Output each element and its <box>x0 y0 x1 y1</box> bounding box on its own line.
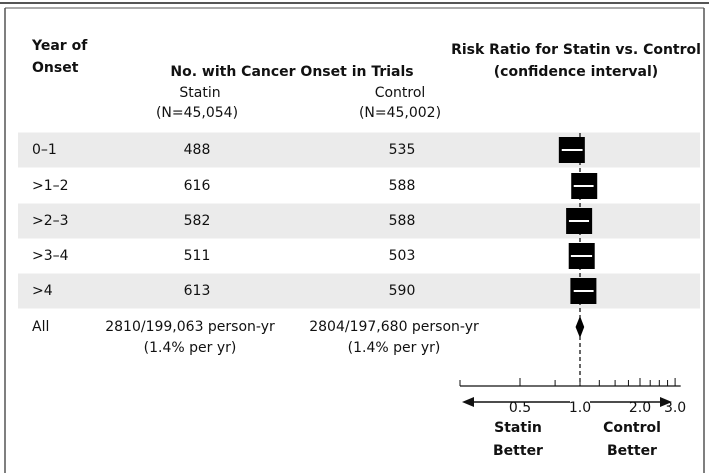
rate: (1.4% per yr) <box>144 340 237 356</box>
header-statin-n: (N=45,054) <box>156 105 238 121</box>
statin-count: 582 <box>184 213 211 229</box>
header-ratio: (confidence interval) <box>494 64 658 80</box>
header-statin: Statin <box>179 85 220 101</box>
x-tick-label: 0.5 <box>509 400 531 416</box>
row-label: >1–2 <box>32 178 69 194</box>
favors-left: Statin <box>494 420 542 436</box>
arrow-right <box>590 397 672 407</box>
control-count: 590 <box>389 283 416 299</box>
favors-right: Control <box>603 420 661 436</box>
header-counts: No. with Cancer Onset in Trials <box>170 64 413 80</box>
header-year: Year of <box>31 38 88 54</box>
favors-left: Better <box>493 443 543 459</box>
row-band <box>18 203 700 239</box>
header-year: Onset <box>32 60 79 76</box>
statin-count: 2810/199,063 person-yr <box>105 319 275 335</box>
control-count: 2804/197,680 person-yr <box>309 319 479 335</box>
statin-count: 511 <box>184 248 211 264</box>
row-label: >2–3 <box>32 213 69 229</box>
row-band <box>18 132 700 168</box>
row-label: All <box>32 319 49 335</box>
summary-diamond <box>575 316 585 338</box>
statin-count: 488 <box>184 142 211 158</box>
header-ratio: Risk Ratio for Statin vs. Control <box>451 42 701 58</box>
row-label: >3–4 <box>32 248 69 264</box>
favors-right: Better <box>607 443 657 459</box>
control-count: 588 <box>389 213 416 229</box>
control-count: 588 <box>389 178 416 194</box>
arrow-left <box>462 397 570 407</box>
header-control-n: (N=45,002) <box>359 105 441 121</box>
row-label: 0–1 <box>32 142 57 158</box>
x-tick-label: 1.0 <box>569 400 591 416</box>
row-label: >4 <box>32 283 53 299</box>
x-tick-label: 2.0 <box>629 400 651 416</box>
statin-count: 616 <box>184 178 211 194</box>
row-band <box>18 273 700 309</box>
x-tick-label: 3.0 <box>664 400 686 416</box>
statin-count: 613 <box>184 283 211 299</box>
control-count: 503 <box>389 248 416 264</box>
control-count: 535 <box>389 142 416 158</box>
rate: (1.4% per yr) <box>348 340 441 356</box>
header-control: Control <box>375 85 426 101</box>
row-shading <box>18 132 700 309</box>
